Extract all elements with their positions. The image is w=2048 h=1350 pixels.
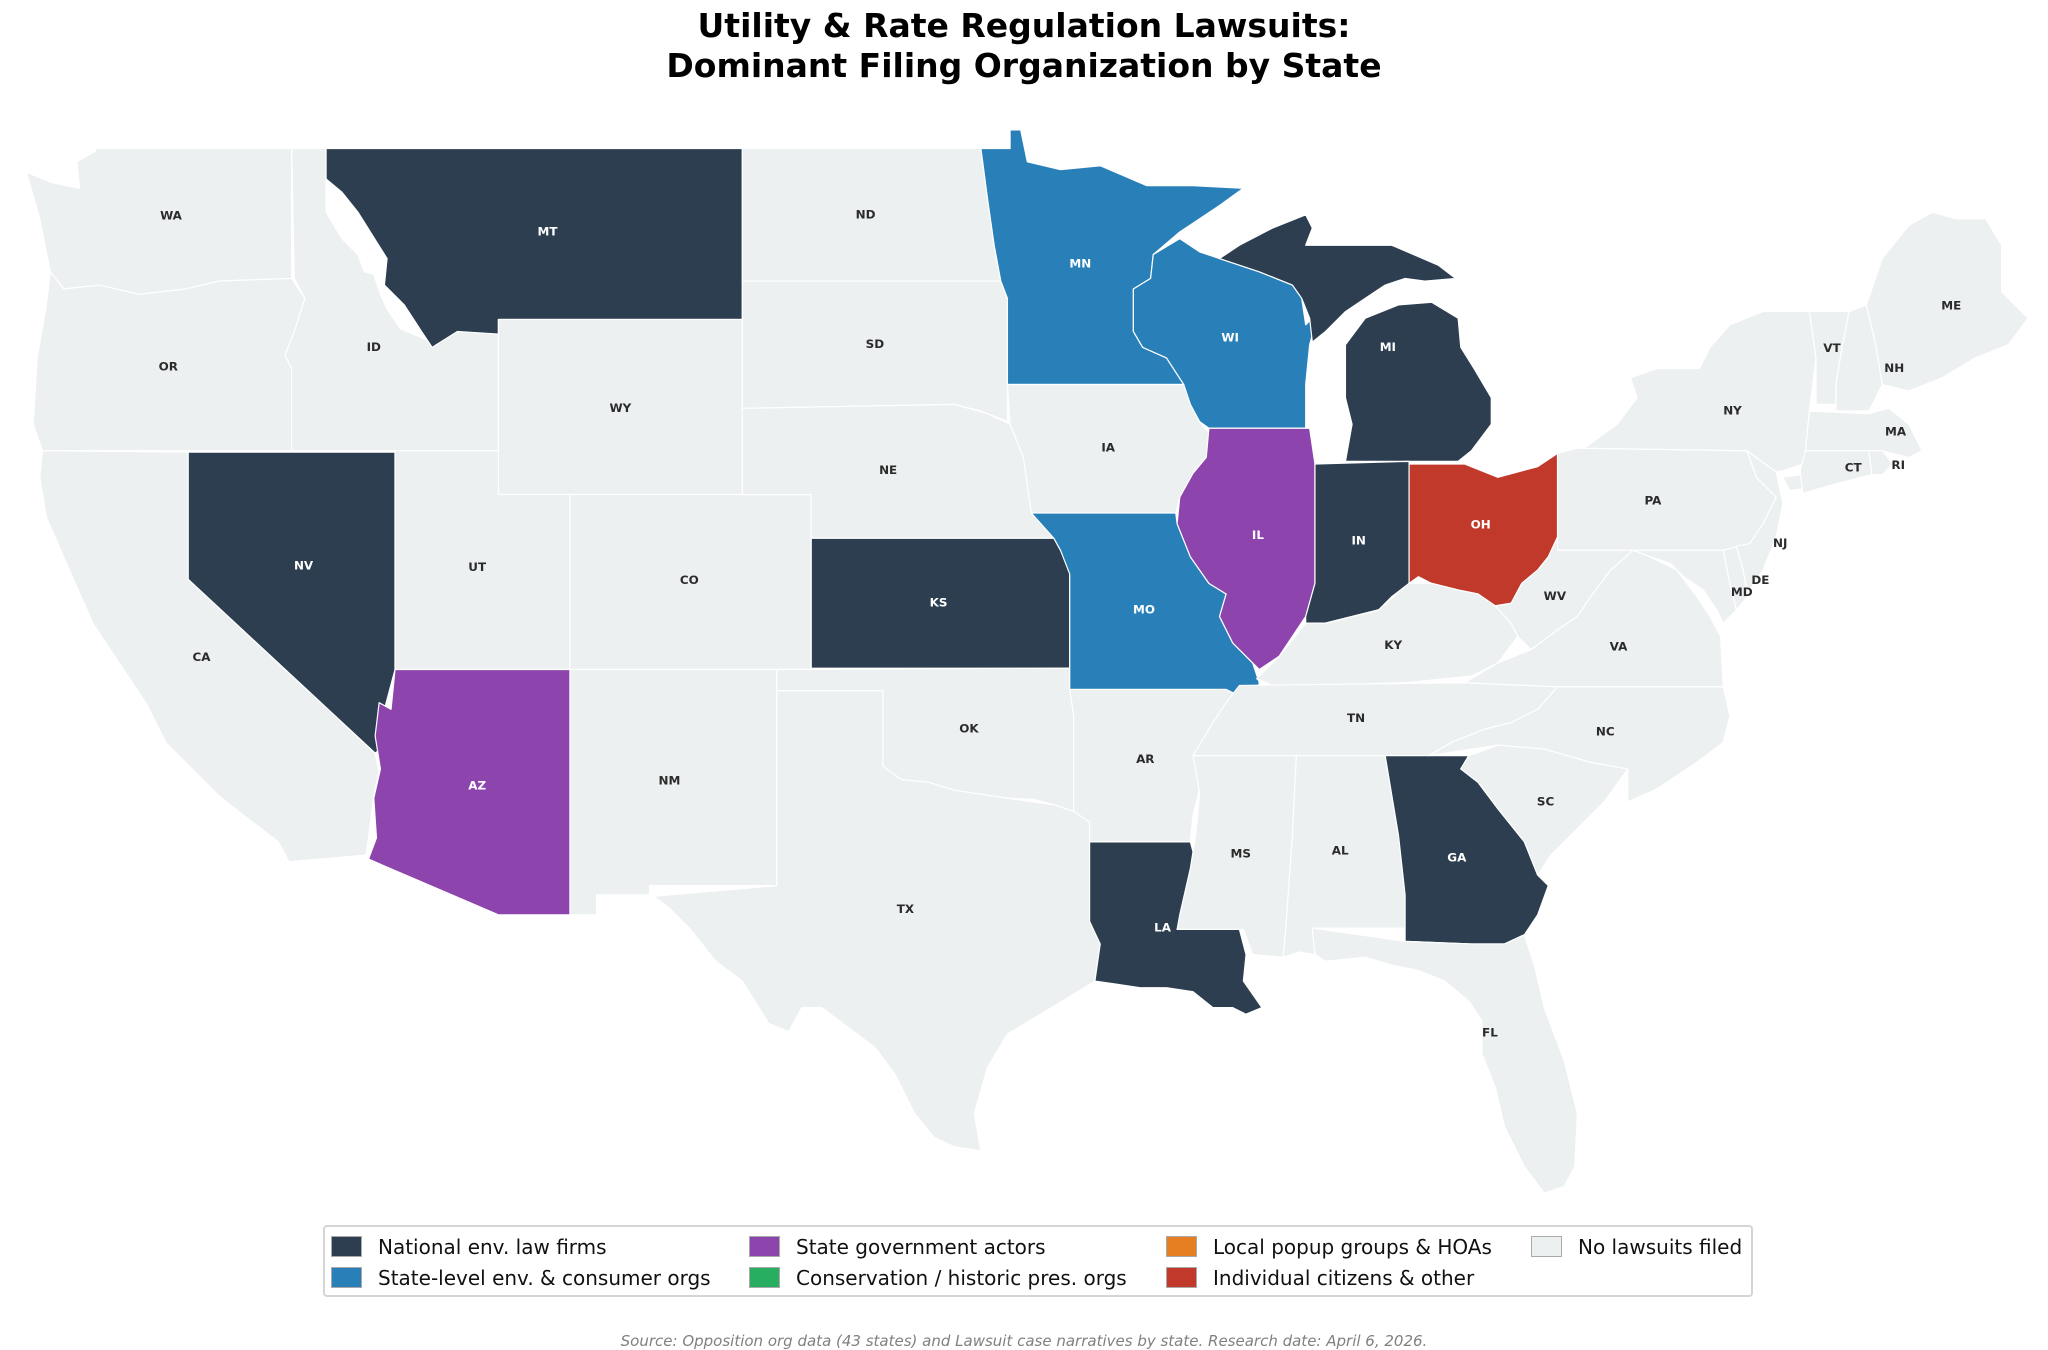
state-label-nc: NC bbox=[1596, 724, 1615, 738]
state-label-wv: WV bbox=[1544, 589, 1567, 603]
legend-label-state-gov: State government actors bbox=[796, 1234, 1046, 1259]
state-label-ia: IA bbox=[1101, 441, 1115, 455]
state-label-fl: FL bbox=[1482, 1025, 1498, 1039]
state-ky[interactable] bbox=[1256, 582, 1519, 687]
legend-item-conservation: Conservation / historic pres. orgs bbox=[749, 1262, 1166, 1293]
state-label-co: CO bbox=[680, 573, 699, 587]
legend-item-local: Local popup groups & HOAs bbox=[1166, 1231, 1531, 1262]
state-label-me: ME bbox=[1941, 299, 1961, 313]
state-label-in: IN bbox=[1351, 533, 1365, 547]
state-label-mi: MI bbox=[1380, 340, 1396, 354]
state-label-oh: OH bbox=[1471, 518, 1491, 532]
state-fl[interactable] bbox=[1311, 927, 1579, 1194]
chart-title: Utility & Rate Regulation Lawsuits: Domi… bbox=[0, 6, 2048, 86]
state-label-wi: WI bbox=[1221, 331, 1239, 345]
state-label-nm: NM bbox=[658, 773, 680, 787]
state-label-tn: TN bbox=[1347, 711, 1365, 725]
state-shapes bbox=[25, 129, 2029, 1194]
state-label-nd: ND bbox=[856, 207, 876, 221]
state-label-md: MD bbox=[1731, 585, 1753, 599]
state-ri[interactable] bbox=[1868, 450, 1894, 476]
state-label-wy: WY bbox=[609, 401, 631, 415]
state-ca[interactable] bbox=[39, 450, 380, 863]
state-pa[interactable] bbox=[1556, 447, 1777, 551]
state-label-nj: NJ bbox=[1773, 536, 1787, 550]
state-label-sd: SD bbox=[866, 337, 885, 351]
state-label-wa: WA bbox=[160, 209, 183, 223]
state-label-ok: OK bbox=[959, 722, 979, 736]
legend-swatch-national bbox=[331, 1236, 362, 1257]
state-me[interactable] bbox=[1865, 211, 2029, 392]
chart-title-line-2: Dominant Filing Organization by State bbox=[666, 46, 1382, 85]
legend-label-conservation: Conservation / historic pres. orgs bbox=[796, 1265, 1127, 1290]
state-label-tx: TX bbox=[897, 902, 914, 916]
state-label-az: AZ bbox=[468, 779, 486, 793]
legend-swatch-state-gov bbox=[749, 1236, 780, 1257]
state-labels: WA OR CA ID NV MT WY UT AZ CO NM ND SD NE KS OK TX MN IA MO… bbox=[159, 207, 1962, 1039]
state-nc[interactable] bbox=[1428, 686, 1731, 803]
state-nj[interactable] bbox=[1735, 450, 1784, 595]
legend-label-individual: Individual citizens & other bbox=[1213, 1265, 1475, 1290]
legend-item-none: No lawsuits filed bbox=[1531, 1231, 1751, 1262]
state-label-ct: CT bbox=[1845, 461, 1863, 475]
state-label-va: VA bbox=[1610, 639, 1628, 653]
state-label-id: ID bbox=[367, 340, 381, 354]
state-label-or: OR bbox=[159, 360, 178, 374]
legend-item-state-gov: State government actors bbox=[749, 1231, 1166, 1262]
state-label-ne: NE bbox=[879, 463, 897, 477]
state-sd[interactable] bbox=[741, 280, 1009, 423]
legend-swatch-none bbox=[1531, 1236, 1562, 1257]
state-label-ms: MS bbox=[1231, 846, 1251, 860]
state-label-pa: PA bbox=[1645, 494, 1663, 508]
state-label-ar: AR bbox=[1136, 752, 1154, 766]
state-label-vt: VT bbox=[1823, 341, 1841, 355]
legend-swatch-conservation bbox=[749, 1267, 780, 1288]
state-label-mt: MT bbox=[537, 225, 558, 239]
state-wi[interactable] bbox=[1132, 238, 1320, 429]
legend-label-local: Local popup groups & HOAs bbox=[1213, 1234, 1492, 1259]
state-label-de: DE bbox=[1751, 573, 1769, 587]
state-nm[interactable] bbox=[569, 668, 778, 916]
legend-label-state-level: State-level env. & consumer orgs bbox=[378, 1265, 711, 1290]
state-label-ca: CA bbox=[192, 650, 211, 664]
state-label-ks: KS bbox=[930, 596, 948, 610]
state-label-nh: NH bbox=[1884, 361, 1904, 375]
legend-label-national: National env. law firms bbox=[378, 1234, 607, 1259]
state-tx[interactable] bbox=[652, 690, 1101, 1152]
chart-title-line-1: Utility & Rate Regulation Lawsuits: bbox=[697, 6, 1351, 45]
legend-swatch-local bbox=[1166, 1236, 1197, 1257]
legend-item-national: National env. law firms bbox=[331, 1231, 749, 1262]
legend-label-none: No lawsuits filed bbox=[1578, 1234, 1743, 1259]
state-label-la: LA bbox=[1154, 921, 1172, 935]
legend-item-individual: Individual citizens & other bbox=[1166, 1262, 1531, 1293]
state-mi[interactable] bbox=[1218, 214, 1492, 462]
state-label-ma: MA bbox=[1885, 425, 1907, 439]
state-label-sc: SC bbox=[1537, 795, 1554, 809]
state-label-ky: KY bbox=[1384, 638, 1402, 652]
legend-grid: National env. law firms State government… bbox=[331, 1231, 1751, 1293]
state-label-il: IL bbox=[1252, 528, 1264, 542]
state-label-ri: RI bbox=[1891, 458, 1905, 472]
legend-swatch-state-level bbox=[331, 1267, 362, 1288]
state-label-ut: UT bbox=[468, 560, 487, 574]
state-label-ny: NY bbox=[1723, 403, 1742, 417]
state-label-al: AL bbox=[1332, 844, 1349, 858]
state-label-ga: GA bbox=[1447, 850, 1467, 864]
state-label-mo: MO bbox=[1133, 602, 1155, 616]
state-label-nv: NV bbox=[294, 559, 314, 573]
legend-swatch-individual bbox=[1166, 1267, 1197, 1288]
legend-item-state-level: State-level env. & consumer orgs bbox=[331, 1262, 749, 1293]
legend: National env. law firms State government… bbox=[323, 1225, 1753, 1297]
source-note: Source: Opposition org data (43 states) … bbox=[620, 1332, 1428, 1350]
state-label-mn: MN bbox=[1069, 256, 1091, 270]
